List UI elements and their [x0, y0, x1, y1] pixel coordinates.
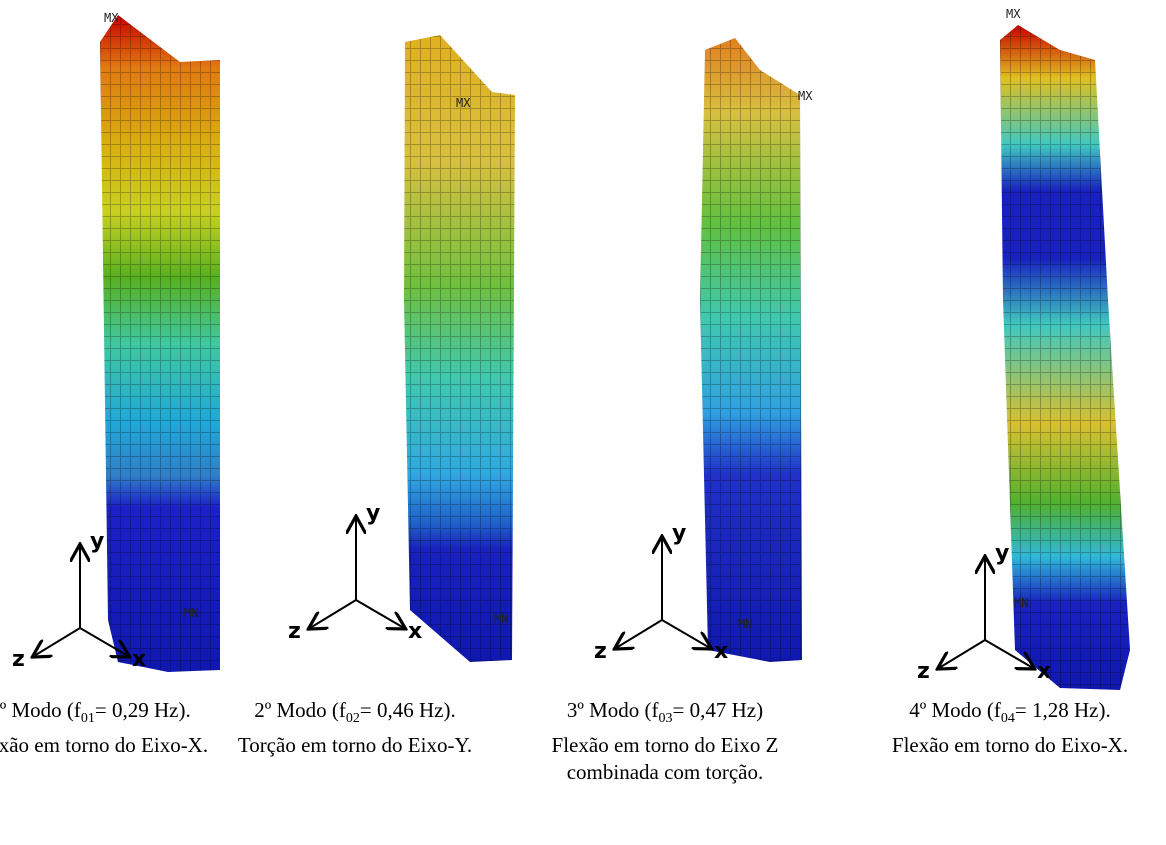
- axis-label: z: [917, 659, 930, 684]
- axis-arrow: [34, 628, 80, 656]
- min-marker: MN: [1014, 596, 1028, 610]
- tower-mesh: [700, 38, 802, 662]
- caption: 4º Modo (f04= 1,28 Hz). Flexão em torno …: [885, 697, 1135, 759]
- axis-label: x: [714, 639, 728, 664]
- tower-mesh: [404, 35, 515, 662]
- axis-arrow: [310, 600, 356, 628]
- caption-sub: 02: [346, 711, 360, 726]
- caption-prefix: 4º Modo (f: [909, 698, 1001, 722]
- max-marker: MX: [104, 11, 119, 25]
- axis-label: y: [366, 501, 380, 526]
- max-marker: MX: [798, 89, 813, 103]
- axis-label: y: [672, 521, 686, 546]
- axis-label: z: [12, 647, 25, 672]
- caption: 2º Modo (f02= 0,46 Hz). Torção em torno …: [230, 697, 480, 759]
- tower-mesh: [100, 15, 220, 672]
- axis-arrow: [356, 600, 404, 628]
- axis-arrow: [662, 620, 710, 648]
- axis-label: z: [594, 639, 607, 664]
- figure: MXMNyzxMXMNyzxMXMNyzxMXMNyzx 1º Modo (f0…: [0, 0, 1166, 845]
- caption-sub: 01: [81, 711, 95, 726]
- min-marker: MN: [738, 617, 752, 631]
- axis-label: x: [1037, 659, 1051, 684]
- max-marker: MX: [1006, 7, 1021, 21]
- caption-sub: 04: [1001, 711, 1015, 726]
- caption-prefix: 1º Modo (f: [0, 698, 81, 722]
- axis-label: y: [90, 529, 104, 554]
- tower-mesh: [1000, 25, 1130, 690]
- axis-label: y: [995, 541, 1009, 566]
- caption-prefix: 2º Modo (f: [254, 698, 346, 722]
- axis-label: x: [408, 619, 422, 644]
- axis-label: x: [132, 647, 146, 672]
- axis-arrow: [616, 620, 662, 648]
- min-marker: MN: [494, 612, 508, 626]
- caption: 3º Modo (f03= 0,47 Hz) Flexão em torno d…: [540, 697, 790, 786]
- caption-sub: 03: [659, 711, 673, 726]
- max-marker: MX: [456, 96, 471, 110]
- caption-prefix: 3º Modo (f: [567, 698, 659, 722]
- axis-label: z: [288, 619, 301, 644]
- axis-arrow: [939, 640, 985, 668]
- min-marker: MN: [184, 606, 198, 620]
- caption: 1º Modo (f01= 0,29 Hz). Flexão em torno …: [0, 697, 215, 759]
